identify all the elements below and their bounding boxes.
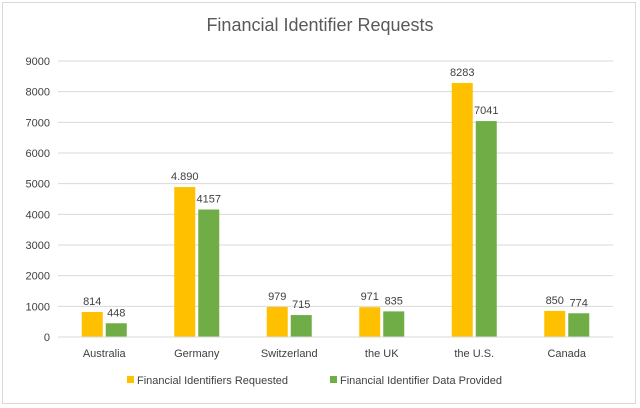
data-label: 835 bbox=[385, 295, 403, 307]
y-tick-label: 2000 bbox=[26, 271, 50, 283]
y-axis-ticks: 0 1000 2000 3000 4000 5000 6000 7000 8000 9000 bbox=[26, 56, 50, 344]
y-tick-label: 3000 bbox=[26, 240, 50, 252]
bar-chart: Financial Identifier Requests 0 1000 2000 3… bbox=[26, 15, 613, 387]
chart-frame: Financial Identifier Requests 0 1000 2000 3… bbox=[2, 2, 636, 404]
legend-label: Financial Identifier Data Provided bbox=[340, 375, 502, 387]
data-label: 979 bbox=[268, 291, 286, 303]
x-tick-label: the U.S. bbox=[454, 348, 494, 360]
y-tick-label: 9000 bbox=[26, 56, 50, 68]
gridlines bbox=[58, 60, 613, 338]
data-label: 4.890 bbox=[171, 171, 199, 183]
bar bbox=[198, 209, 220, 337]
legend-label: Financial Identifiers Requested bbox=[137, 375, 288, 387]
x-tick-label: Germany bbox=[174, 348, 220, 360]
bar bbox=[383, 311, 405, 337]
bar bbox=[290, 315, 312, 337]
chart-title: Financial Identifier Requests bbox=[206, 15, 433, 35]
data-label: 448 bbox=[107, 307, 125, 319]
bar bbox=[475, 121, 497, 338]
y-tick-label: 6000 bbox=[26, 148, 50, 160]
bar bbox=[266, 306, 288, 337]
y-tick-label: 1000 bbox=[26, 301, 50, 313]
bar bbox=[451, 82, 473, 337]
legend: Financial Identifiers Requested Financial… bbox=[127, 375, 502, 387]
data-label: 8283 bbox=[450, 67, 474, 79]
bar bbox=[568, 313, 590, 337]
bars: 814 448 4.890 4157 979 715 971 835 8283 7041 850 77… bbox=[58, 67, 613, 338]
bar bbox=[81, 312, 103, 337]
y-tick-label: 4000 bbox=[26, 209, 50, 221]
x-tick-label: the UK bbox=[365, 348, 399, 360]
data-label: 774 bbox=[570, 297, 588, 309]
data-label: 715 bbox=[292, 299, 310, 311]
legend-swatch bbox=[127, 376, 134, 383]
data-label: 4157 bbox=[197, 194, 221, 206]
x-axis-ticks: Australia Germany Switzerland the UK the U.S… bbox=[83, 348, 587, 360]
y-tick-label: 7000 bbox=[26, 117, 50, 129]
bar bbox=[544, 310, 566, 337]
data-label: 971 bbox=[361, 291, 379, 303]
data-label: 850 bbox=[546, 295, 564, 307]
x-tick-label: Switzerland bbox=[261, 348, 318, 360]
bar bbox=[174, 187, 196, 337]
y-tick-label: 8000 bbox=[26, 87, 50, 99]
y-tick-label: 0 bbox=[44, 332, 50, 344]
x-tick-label: Australia bbox=[83, 348, 127, 360]
x-tick-label: Canada bbox=[547, 348, 586, 360]
bar bbox=[359, 307, 381, 337]
data-label: 7041 bbox=[474, 105, 498, 117]
bar bbox=[105, 323, 127, 337]
data-label: 814 bbox=[83, 296, 101, 308]
y-tick-label: 5000 bbox=[26, 179, 50, 191]
legend-swatch bbox=[330, 376, 337, 383]
